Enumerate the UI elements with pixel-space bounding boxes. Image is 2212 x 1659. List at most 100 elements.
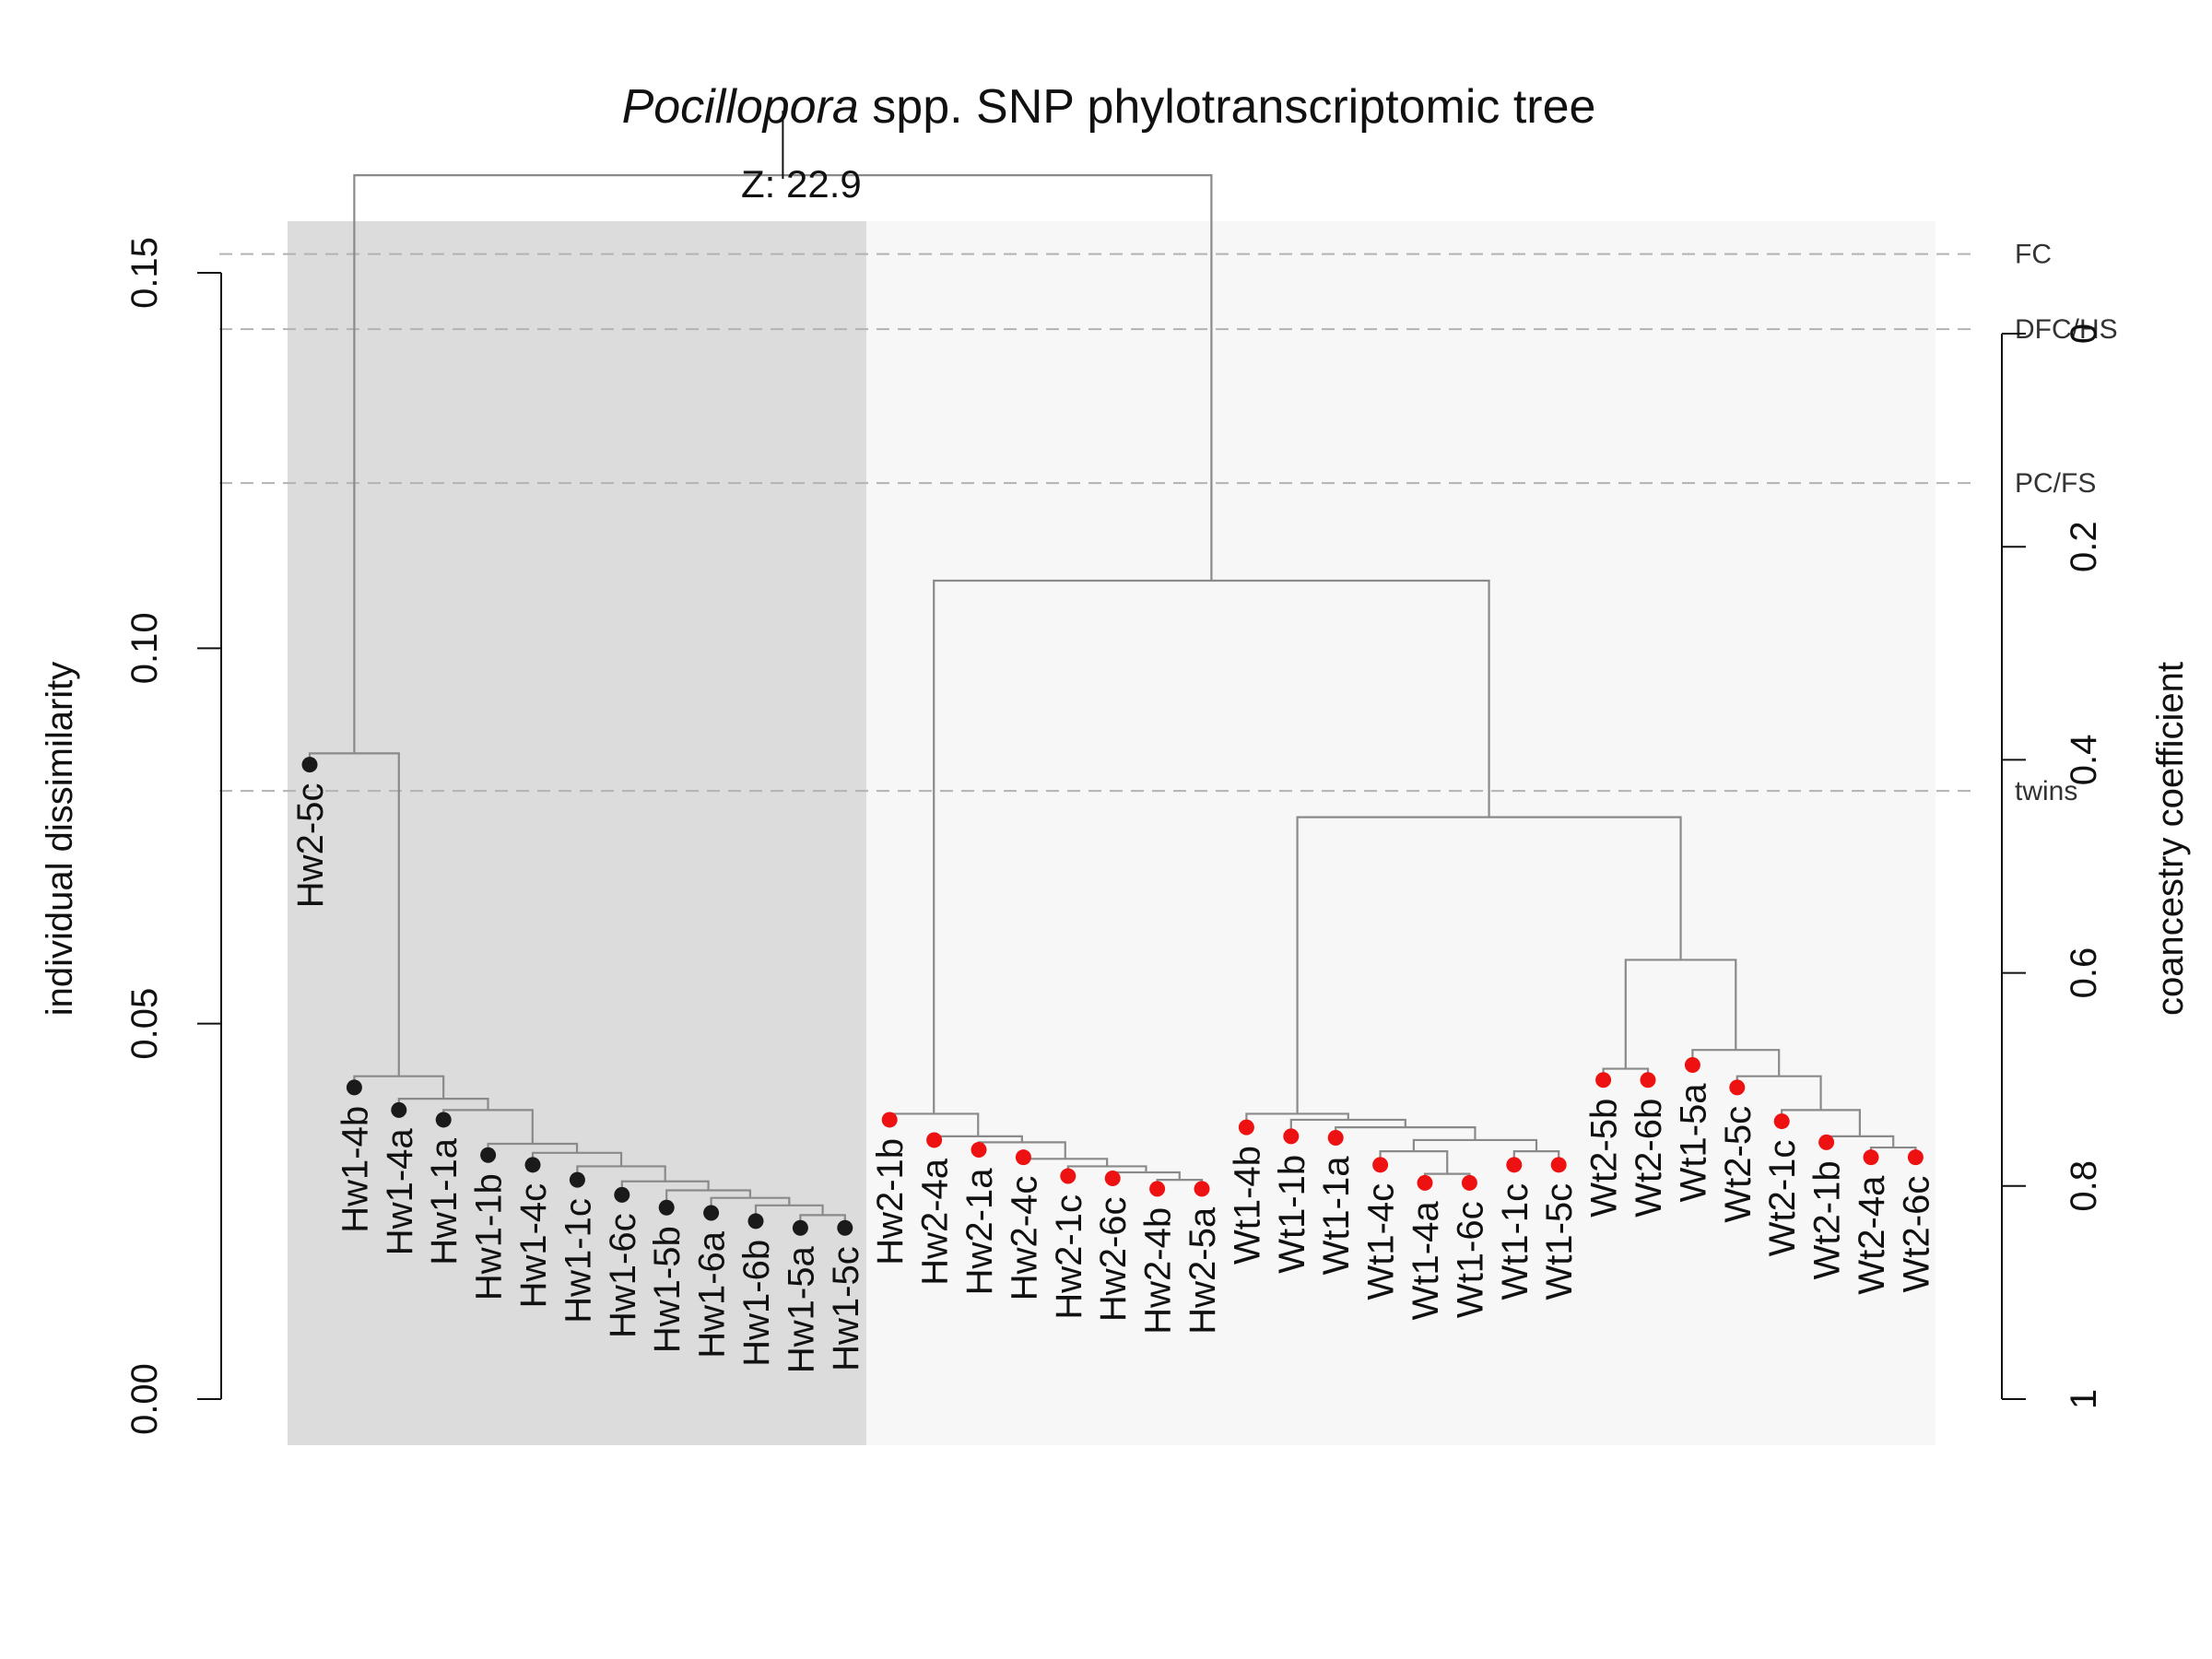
y-axis-title-left: individual dissimilarity: [40, 662, 80, 1017]
leaf-dot-21: [1238, 1119, 1254, 1135]
leaf-dot-10: [747, 1213, 764, 1230]
leaf-label-29: Wt2-5b: [1584, 1099, 1625, 1218]
leaf-dot-13: [881, 1112, 898, 1128]
leaf-dot-9: [703, 1205, 720, 1221]
leaf-dot-33: [1773, 1113, 1790, 1130]
leaf-label-34: Wt2-1b: [1807, 1160, 1848, 1279]
leaf-label-19: Hw2-4b: [1138, 1207, 1179, 1335]
leaf-label-5: Hw1-4c: [513, 1183, 554, 1309]
leaf-dot-35: [1863, 1149, 1879, 1166]
leaf-label-3: Hw1-1a: [424, 1137, 465, 1265]
leaf-dot-19: [1149, 1181, 1166, 1197]
y-tick-label-left-2: 0.10: [124, 612, 165, 684]
leaf-label-10: Hw1-6b: [736, 1240, 777, 1367]
chart-title-rest: spp. SNP phylotranscriptomic tree: [872, 80, 1595, 134]
y-axis-left: 0.00 0.05 0.10 0.15: [124, 237, 222, 1435]
leaf-label-4: Hw1-1b: [469, 1173, 510, 1300]
leaf-dot-36: [1907, 1149, 1924, 1166]
leaf-label-23: Wt1-1a: [1316, 1156, 1357, 1276]
root-annotation: Z: 22.9: [741, 162, 862, 206]
y-tick-label-right-3: 0.6: [2064, 947, 2104, 999]
y-tick-label-left-3: 0.15: [124, 237, 165, 309]
leaf-label-8: Hw1-5b: [647, 1226, 688, 1353]
leaf-label-14: Hw2-4a: [915, 1158, 956, 1286]
leaf-label-9: Hw1-6a: [692, 1230, 733, 1359]
leaf-dot-14: [926, 1132, 943, 1148]
leaf-dot-3: [435, 1112, 452, 1128]
cluster-1-background: [288, 221, 866, 1445]
cut-line-label-2: PC/FS: [2015, 468, 2096, 499]
leaf-label-2: Hw1-4a: [380, 1128, 420, 1256]
leaf-dot-2: [391, 1101, 407, 1118]
leaf-label-30: Wt2-6b: [1629, 1099, 1669, 1218]
leaf-label-7: Hw1-6c: [603, 1213, 643, 1338]
leaf-label-32: Wt2-5c: [1718, 1106, 1759, 1223]
y-tick-label-right-0: 0: [2064, 324, 2104, 344]
leaf-label-12: Hw1-5c: [826, 1246, 866, 1371]
leaf-label-1: Hw1-4b: [335, 1106, 375, 1233]
leaf-dot-11: [792, 1219, 808, 1236]
leaf-label-18: Hw2-6c: [1093, 1196, 1134, 1322]
leaf-dot-17: [1060, 1168, 1077, 1184]
cut-lines: FC DFC/HS PC/FS twins: [219, 240, 2118, 806]
leaf-dot-1: [346, 1079, 362, 1096]
leaf-dot-34: [1818, 1134, 1835, 1150]
cluster-2-background: [866, 221, 1936, 1445]
leaf-label-15: Hw2-1a: [959, 1168, 1000, 1296]
leaf-dot-20: [1194, 1181, 1210, 1197]
leaf-dot-30: [1640, 1072, 1656, 1088]
leaf-label-11: Hw1-5a: [781, 1246, 821, 1374]
leaf-label-13: Hw2-1b: [870, 1138, 911, 1265]
leaf-dot-23: [1327, 1129, 1344, 1146]
leaf-label-27: Wt1-1c: [1495, 1183, 1535, 1300]
leaf-dot-18: [1104, 1170, 1121, 1186]
leaf-dot-29: [1595, 1072, 1612, 1088]
leaf-dot-26: [1461, 1174, 1477, 1191]
y-tick-label-left-0: 0.00: [124, 1363, 165, 1435]
leaf-dot-0: [301, 757, 318, 773]
leaf-dot-15: [971, 1142, 987, 1159]
leaf-label-21: Wt1-4b: [1227, 1146, 1267, 1265]
leaf-dot-12: [837, 1219, 853, 1236]
cut-line-label-1: DFC/HS: [2015, 314, 2118, 345]
root-annotation-group: Z: 22.9: [741, 111, 862, 206]
leaf-label-36: Wt2-6c: [1896, 1176, 1936, 1293]
chart-title: Pocillopora spp. SNP phylotranscriptomic…: [622, 80, 1596, 134]
leaf-dot-7: [614, 1186, 630, 1203]
leaf-label-25: Wt1-4a: [1406, 1201, 1446, 1321]
leaf-dot-4: [480, 1147, 497, 1163]
y-axis-right: 0 0.2 0.4 0.6 0.8 1: [2001, 324, 2104, 1409]
leaf-label-17: Hw2-1c: [1049, 1194, 1089, 1320]
leaf-dot-22: [1283, 1128, 1300, 1145]
leaf-dot-16: [1015, 1149, 1031, 1166]
chart-title-italic: Pocillopora: [622, 80, 859, 134]
cut-line-label-0: FC: [2015, 240, 2052, 270]
leaf-label-26: Wt1-6c: [1450, 1201, 1490, 1318]
y-tick-label-right-5: 1: [2064, 1389, 2104, 1409]
leaf-dot-6: [569, 1171, 585, 1188]
leaf-label-24: Wt1-4c: [1361, 1183, 1402, 1300]
leaf-dot-24: [1372, 1157, 1389, 1173]
leaf-label-16: Hw2-4c: [1004, 1176, 1044, 1301]
y-tick-label-right-2: 0.4: [2064, 735, 2104, 786]
leaf-label-6: Hw1-1c: [558, 1198, 598, 1324]
y-tick-label-right-1: 0.2: [2064, 521, 2104, 572]
y-axis-title-right: coancestry coefficient: [2150, 662, 2191, 1016]
leaf-dot-8: [658, 1199, 675, 1216]
y-tick-label-left-1: 0.05: [124, 988, 165, 1060]
leaf-label-31: Wt1-5a: [1673, 1083, 1713, 1203]
leaf-dot-27: [1506, 1157, 1523, 1173]
leaf-dot-5: [524, 1157, 541, 1173]
leaf-dot-25: [1417, 1174, 1433, 1191]
leaf-label-35: Wt2-4a: [1852, 1175, 1892, 1295]
y-tick-label-right-4: 0.8: [2064, 1160, 2104, 1212]
leaf-dot-28: [1550, 1157, 1567, 1173]
leaf-label-20: Hw2-5a: [1182, 1206, 1223, 1335]
cut-line-label-3: twins: [2015, 776, 2077, 806]
leaf-label-0: Hw2-5c: [290, 783, 331, 909]
leaf-dot-31: [1684, 1056, 1700, 1073]
leaf-dot-32: [1729, 1079, 1746, 1096]
leaf-label-22: Wt1-1b: [1272, 1155, 1312, 1274]
